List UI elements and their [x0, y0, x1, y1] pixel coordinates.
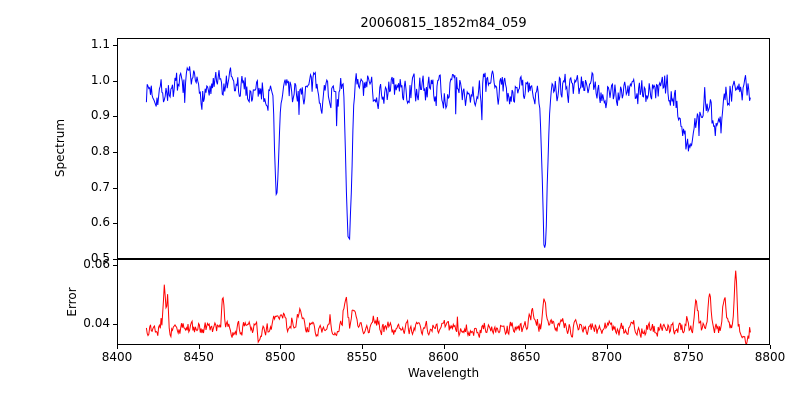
x-tick-mark	[770, 345, 771, 349]
x-tick-label: 8500	[264, 350, 296, 364]
y-tick-mark	[113, 116, 117, 117]
error-panel	[117, 259, 770, 345]
y-tick-label: 0.6	[90, 215, 110, 230]
spectrum-panel	[117, 38, 770, 259]
y-tick-label: 0.06	[83, 256, 110, 271]
y-tick-label: 0.5	[90, 251, 110, 265]
x-tick-mark	[199, 345, 200, 349]
y-tick-mark	[113, 265, 117, 266]
y-tick-mark	[113, 188, 117, 189]
chart-title: 20060815_1852m84_059	[360, 16, 527, 31]
x-tick-mark	[688, 345, 689, 349]
x-tick-label: 8700	[591, 350, 623, 364]
x-tick-label: 8450	[183, 350, 214, 364]
error-line	[145, 270, 751, 344]
y-tick-label: 0.9	[90, 108, 110, 123]
y-tick-label: 0.04	[83, 316, 110, 331]
x-tick-label: 8600	[428, 350, 459, 364]
y-tick-label: 1.0	[90, 72, 110, 87]
x-tick-label: 8750	[673, 350, 704, 364]
y-tick-mark	[113, 81, 117, 82]
x-tick-mark	[607, 345, 608, 349]
x-tick-mark	[444, 345, 445, 349]
x-tick-mark	[525, 345, 526, 349]
y-tick-mark	[113, 324, 117, 325]
spectrum-line	[145, 66, 751, 248]
error-plot-area	[145, 270, 751, 344]
x-tick-mark	[280, 345, 281, 349]
x-tick-mark	[117, 345, 118, 349]
y-tick-mark	[113, 152, 117, 153]
x-tick-label: 8800	[754, 350, 786, 364]
y-tick-label: 1.1	[90, 37, 110, 52]
y-tick-mark	[113, 223, 117, 224]
y-tick-label: 0.7	[90, 179, 110, 194]
y-tick-mark	[113, 45, 117, 46]
y-tick-mark	[113, 259, 117, 260]
x-tick-label: 8650	[509, 350, 541, 364]
x-axis-label: Wavelength	[407, 366, 480, 380]
y-tick-label: 0.8	[90, 144, 110, 159]
x-tick-mark	[362, 345, 363, 349]
x-tick-label: 8550	[346, 350, 378, 364]
spectrum-plot-area	[145, 66, 751, 248]
x-tick-label: 8400	[101, 350, 133, 364]
error-y-axis-label: Error	[65, 287, 79, 317]
